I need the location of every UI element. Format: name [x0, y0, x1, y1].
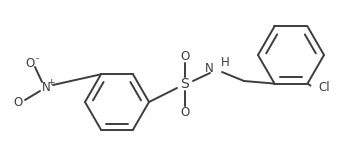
- Text: S: S: [181, 77, 189, 91]
- Text: O: O: [14, 96, 23, 110]
- Text: O: O: [25, 56, 35, 70]
- Text: Cl: Cl: [319, 81, 330, 94]
- Text: N: N: [205, 61, 214, 75]
- Text: -: -: [35, 54, 39, 64]
- Text: +: +: [47, 78, 55, 86]
- Text: O: O: [180, 107, 189, 120]
- Text: O: O: [180, 49, 189, 63]
- Text: N: N: [42, 81, 50, 93]
- Text: H: H: [221, 55, 230, 69]
